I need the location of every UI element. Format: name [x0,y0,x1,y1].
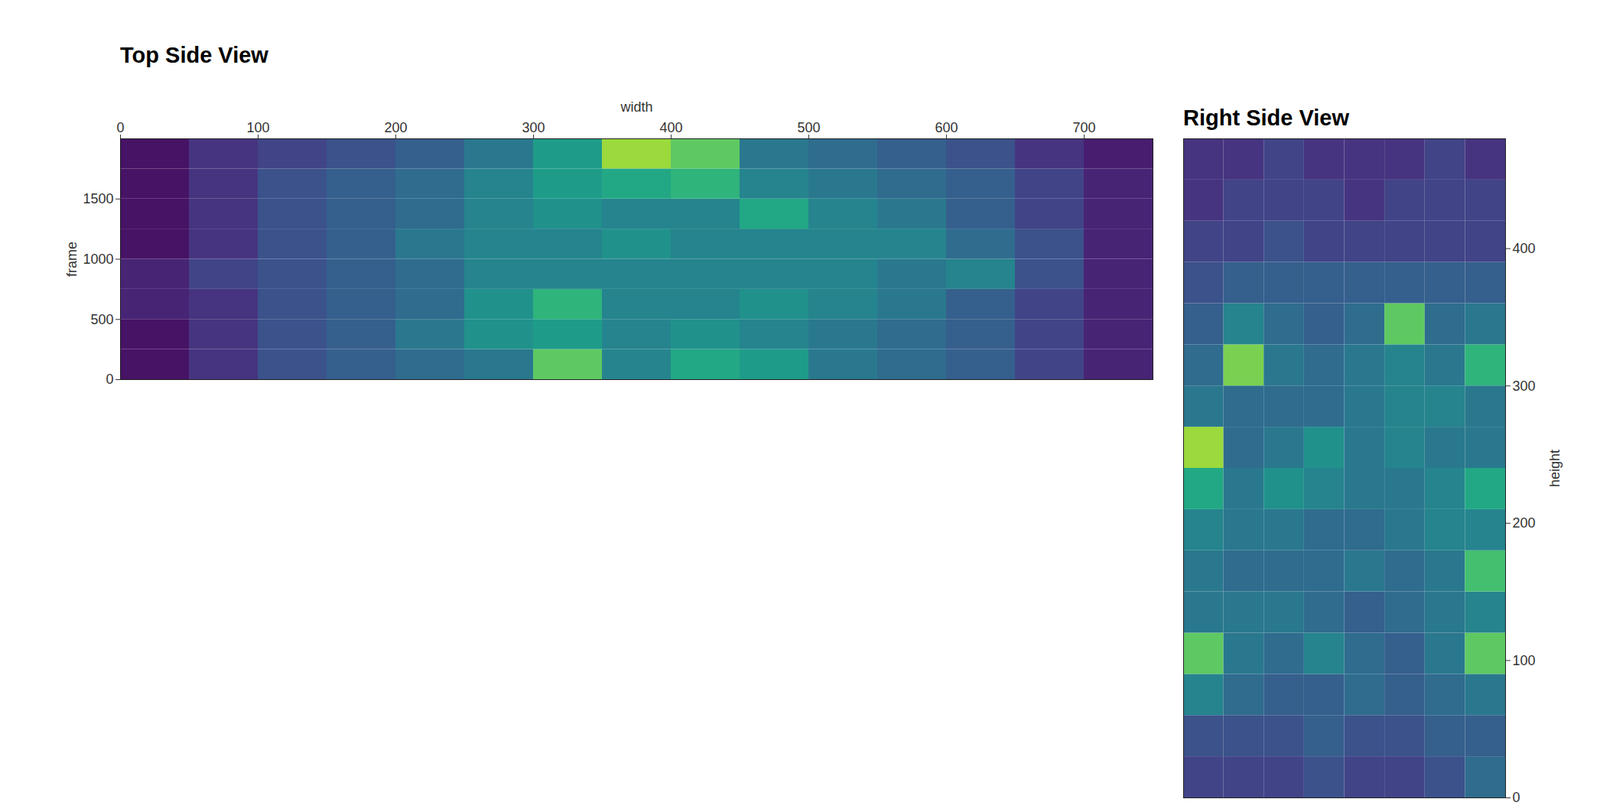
svg-text:500: 500 [796,120,820,136]
html-text:Right Side View: Right Side View [1183,105,1350,131]
svg-text:400: 400 [1512,240,1536,257]
svg-text:0: 0 [116,120,124,136]
svg-text:height: height [1547,449,1563,488]
svg-text:1500: 1500 [82,191,114,207]
svg-text:0: 0 [105,371,114,387]
svg-text:300: 300 [521,120,545,136]
svg-text:400: 400 [659,120,683,136]
svg-text:600: 600 [934,120,958,136]
svg-text:width: width [619,99,653,115]
svg-text:100: 100 [246,120,270,136]
svg-text:500: 500 [90,312,114,328]
svg-text:200: 200 [1512,515,1536,531]
svg-text:300: 300 [1512,378,1536,394]
svg-text:200: 200 [383,120,407,136]
svg-text:1000: 1000 [82,251,114,267]
svg-text:100: 100 [1512,653,1536,669]
svg-text:700: 700 [1072,120,1096,136]
svg-text:0: 0 [1512,790,1521,806]
svg-text:frame: frame [64,241,80,277]
html-text:Top Side View: Top Side View [120,42,269,68]
